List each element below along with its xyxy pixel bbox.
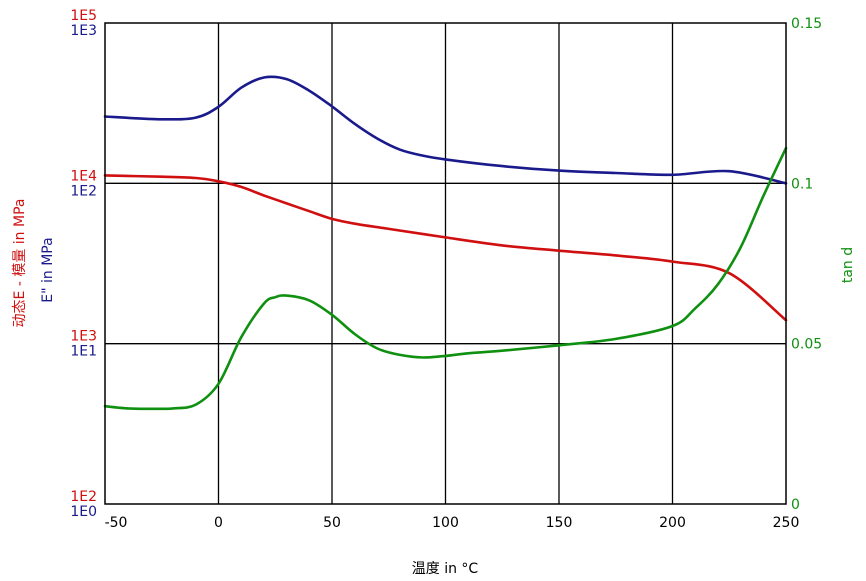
y-right-title: tan d xyxy=(840,247,856,283)
y-left-outer-tick-label: 1E3 xyxy=(70,329,97,345)
tan-delta-line xyxy=(103,146,788,411)
y-right-tick-label: 0.1 xyxy=(791,176,813,192)
x-axis-title: 温度 in °C xyxy=(412,561,479,577)
storage-modulus-line xyxy=(103,174,788,322)
y-left-inner-tick-label: 1E0 xyxy=(70,504,97,520)
tick-layer: -50 0 50 100 150 200 250 1E2 1E3 1E4 1E5 1E0 1E1 1E2 1… xyxy=(70,8,822,531)
y-left-outer-tick-label: 1E2 xyxy=(70,489,97,505)
x-tick-label: 0 xyxy=(214,515,223,531)
grid-lines xyxy=(105,23,786,504)
y-left-inner-tick-label: 1E3 xyxy=(70,23,97,39)
plot-frame xyxy=(104,22,787,505)
y-right-tick-label: 0.05 xyxy=(791,337,822,353)
y-left-outer-tick-label: 1E5 xyxy=(70,8,97,24)
x-tick-label: 50 xyxy=(323,515,341,531)
x-tick-label: 150 xyxy=(546,515,573,531)
x-tick-label: 200 xyxy=(659,515,686,531)
loss-modulus-line xyxy=(103,75,788,185)
x-tick-label: 100 xyxy=(432,515,459,531)
x-tick-label: 250 xyxy=(773,515,800,531)
y-left-outer-tick-label: 1E4 xyxy=(70,168,97,184)
y-left-outer-title: 动态E - 模量 in MPa xyxy=(12,199,28,328)
y-left-inner-title: E" in MPa xyxy=(40,237,56,302)
x-tick-label: -50 xyxy=(105,515,128,531)
y-left-inner-tick-label: 1E2 xyxy=(70,183,97,199)
series-layer xyxy=(103,75,788,411)
y-right-tick-label: 0.15 xyxy=(791,16,822,32)
y-right-tick-label: 0 xyxy=(791,497,800,513)
y-left-inner-tick-label: 1E1 xyxy=(70,344,97,360)
